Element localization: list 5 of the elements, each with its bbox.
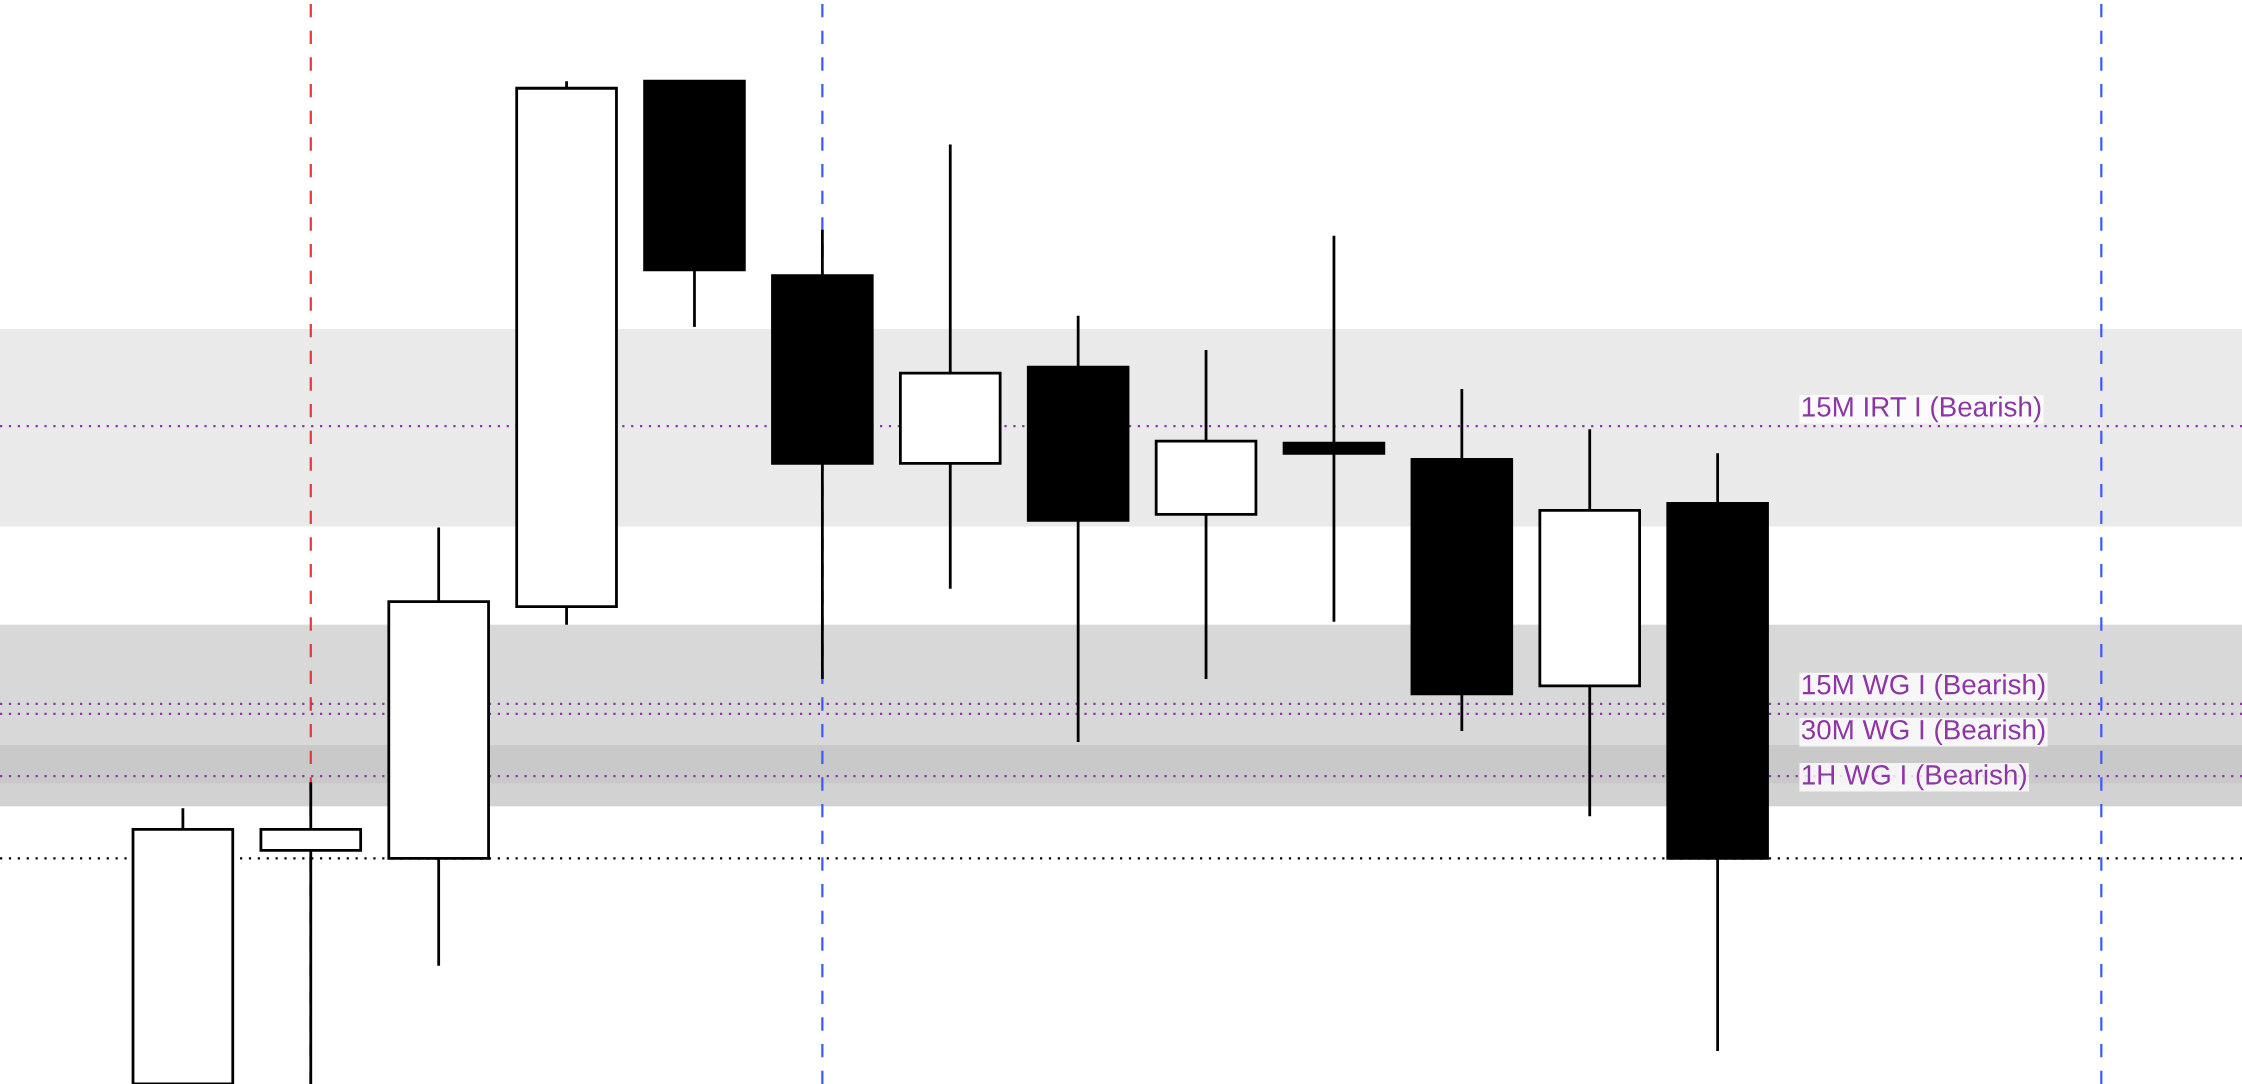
ref-line-label: 30M WG I (Bearish) [1801,719,2045,746]
candlestick [1282,234,1386,624]
ref-line-label: 15M IRT I (Bearish) [1802,396,2041,423]
ref-line-label: 1H WG I (Bearish) [1802,764,2026,791]
ref-line-label: 15M WG I (Bearish) [1802,674,2045,700]
